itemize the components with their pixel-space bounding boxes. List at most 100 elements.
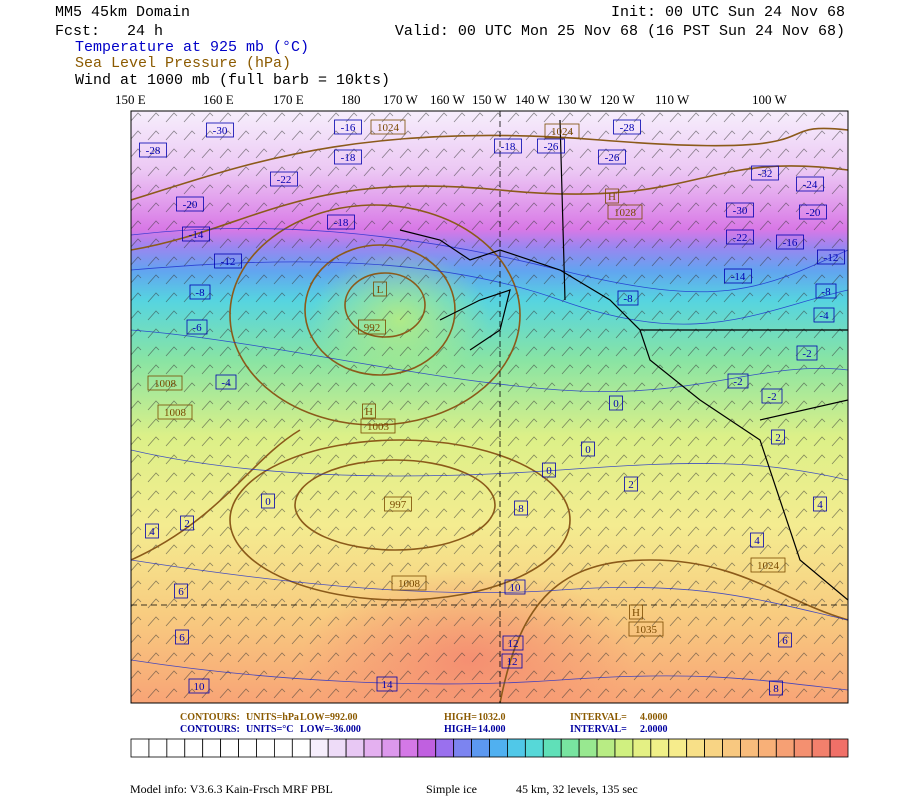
label-box	[384, 496, 412, 512]
label-box	[391, 575, 427, 591]
pressure-label: 1024	[377, 122, 400, 134]
temperature-label: 0	[265, 496, 271, 508]
pressure-label: 1028	[614, 207, 637, 219]
label-box	[796, 176, 824, 192]
label-box	[776, 234, 804, 250]
contour-footer: CONTOURS: UNITS=hPa LOW= 992.00 HIGH= 1032.0 I…	[180, 712, 668, 735]
label-box	[358, 319, 386, 335]
color-swatch	[507, 738, 526, 758]
pressure-label: 992	[364, 322, 381, 334]
temperature-label: -16	[783, 237, 798, 249]
temperature-label: -26	[605, 152, 620, 164]
label-box	[362, 403, 376, 419]
temperature-label: -8	[623, 293, 633, 305]
label-box	[514, 500, 528, 516]
color-swatch	[596, 738, 616, 758]
label-box	[727, 373, 749, 389]
color-swatch	[291, 738, 311, 758]
color-swatch	[417, 738, 437, 758]
label-box	[373, 281, 387, 297]
label-box	[726, 202, 754, 218]
label-box	[180, 515, 194, 531]
color-swatch	[793, 738, 813, 758]
color-swatch	[327, 738, 347, 758]
longitude-label: 170 E	[273, 92, 304, 107]
color-swatch	[668, 738, 688, 758]
label-box	[370, 119, 406, 135]
label-box	[145, 523, 159, 539]
temperature-label: 6	[178, 586, 184, 598]
label-box	[613, 119, 641, 135]
temperature-contour-info: UNITS=°C	[246, 724, 294, 735]
temperature-label: -2	[733, 376, 742, 388]
label-box	[609, 395, 623, 411]
temperature-label: -8	[195, 287, 205, 299]
label-box	[214, 253, 242, 269]
label-box	[624, 476, 638, 492]
temperature-label: -16	[341, 122, 356, 134]
temperature-label: -22	[277, 174, 292, 186]
label-box	[726, 229, 754, 245]
label-box	[206, 122, 234, 138]
color-swatch	[345, 738, 365, 758]
temperature-label: 4	[817, 499, 823, 511]
label-box	[629, 604, 643, 620]
color-swatch	[381, 738, 401, 758]
temperature-contour-info: 14.000	[478, 724, 506, 735]
label-box	[813, 496, 827, 512]
map-field	[131, 111, 848, 703]
model-info-text: 45 km, 32 levels, 135 sec	[516, 782, 638, 796]
pressure-label: H	[632, 607, 640, 619]
temperature-label: 12	[507, 656, 518, 668]
temperature-label: 0	[546, 465, 552, 477]
color-swatch	[686, 738, 705, 758]
temperature-label: -20	[806, 207, 821, 219]
pressure-label: 997	[390, 499, 407, 511]
label-box	[750, 532, 764, 548]
label-box	[376, 676, 398, 692]
temperature-label: -28	[146, 145, 161, 157]
color-swatch	[238, 738, 257, 758]
pressure-label: L	[377, 284, 384, 296]
label-box	[581, 441, 595, 457]
color-swatch	[811, 738, 831, 758]
color-swatch	[363, 738, 383, 758]
temperature-label: -12	[221, 256, 236, 268]
label-box	[750, 557, 786, 573]
temperature-label: -12	[824, 252, 839, 264]
color-swatch	[578, 738, 598, 758]
label-box	[215, 374, 237, 390]
pressure-contour-info: 4.0000	[640, 712, 668, 723]
label-box	[494, 138, 522, 154]
model-info-text: Model info: V3.6.3 Kain-Frsch MRF PBL	[130, 782, 333, 796]
temperature-label: -24	[803, 179, 818, 191]
longitude-label: 140 W	[515, 92, 551, 107]
longitude-label: 110 W	[655, 92, 690, 107]
pressure-contour-info: LOW=	[300, 712, 330, 723]
temperature-label: 4	[149, 526, 155, 538]
color-swatch	[632, 738, 652, 758]
color-swatch	[829, 738, 849, 758]
label-box	[761, 388, 783, 404]
longitude-label: 100 W	[752, 92, 788, 107]
pressure-label: 1003	[367, 421, 390, 433]
longitude-labels: 150 E 160 E 170 E 180 170 W 160 W 150 W 140 W 13…	[115, 92, 788, 107]
temperature-label: -14	[731, 271, 746, 283]
longitude-label: 150 W	[472, 92, 508, 107]
temperature-contour-info: 2.0000	[640, 724, 668, 735]
longitude-label: 130 W	[557, 92, 593, 107]
color-swatch	[740, 738, 759, 758]
label-box	[537, 138, 565, 154]
model-info: Model info: V3.6.3 Kain-Frsch MRF PBL Sim…	[130, 782, 638, 796]
color-swatch	[220, 738, 239, 758]
temperature-label: -32	[758, 168, 773, 180]
color-swatch	[489, 738, 508, 758]
temperature-label: 6	[179, 632, 185, 644]
temperature-label: -26	[544, 141, 559, 153]
color-swatch	[309, 738, 329, 758]
temperature-label: 0	[613, 398, 619, 410]
color-swatch	[453, 738, 472, 758]
temperature-label: -30	[733, 205, 748, 217]
longitude-label: 160 W	[430, 92, 466, 107]
color-bar	[130, 738, 849, 758]
